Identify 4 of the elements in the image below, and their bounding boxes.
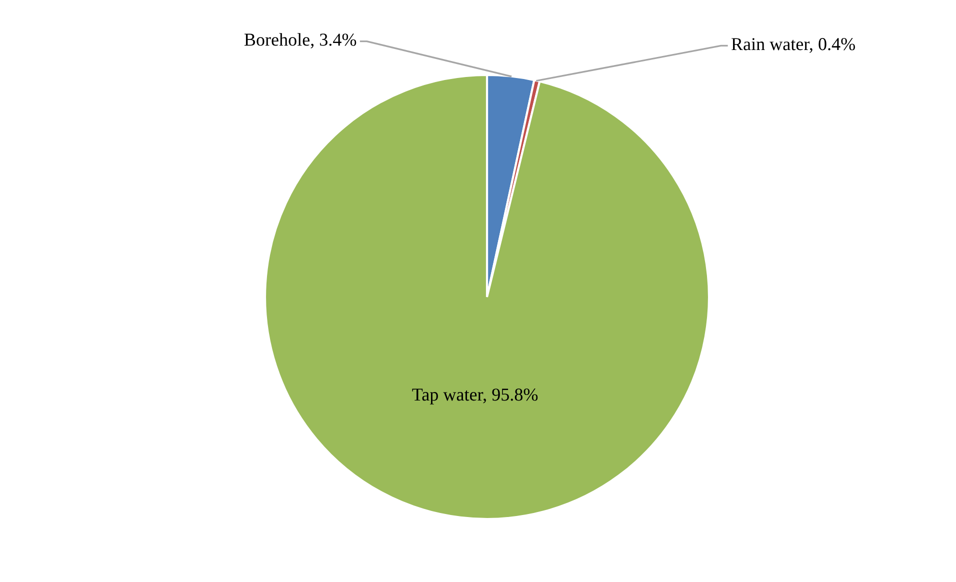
- pie-slice: [264, 74, 710, 520]
- slice-label: Tap water, 95.8%: [412, 388, 538, 404]
- slice-label: Borehole, 3.4%: [244, 33, 356, 48]
- slice-label: Rain water, 0.4%: [732, 38, 855, 53]
